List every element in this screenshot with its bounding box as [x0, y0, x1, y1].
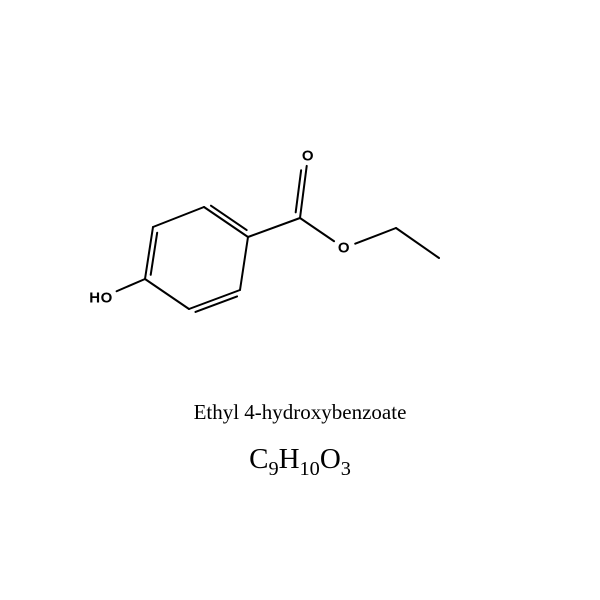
atom-label-o: O: [338, 240, 350, 257]
atom-label-o: O: [302, 148, 314, 165]
molecular-formula: C9H10O3: [0, 443, 600, 481]
atom-label-ho: HO: [89, 290, 113, 307]
compound-name: Ethyl 4-hydroxybenzoate: [0, 400, 600, 425]
diagram-canvas: Ethyl 4-hydroxybenzoate C9H10O3 O O HO: [0, 0, 600, 600]
